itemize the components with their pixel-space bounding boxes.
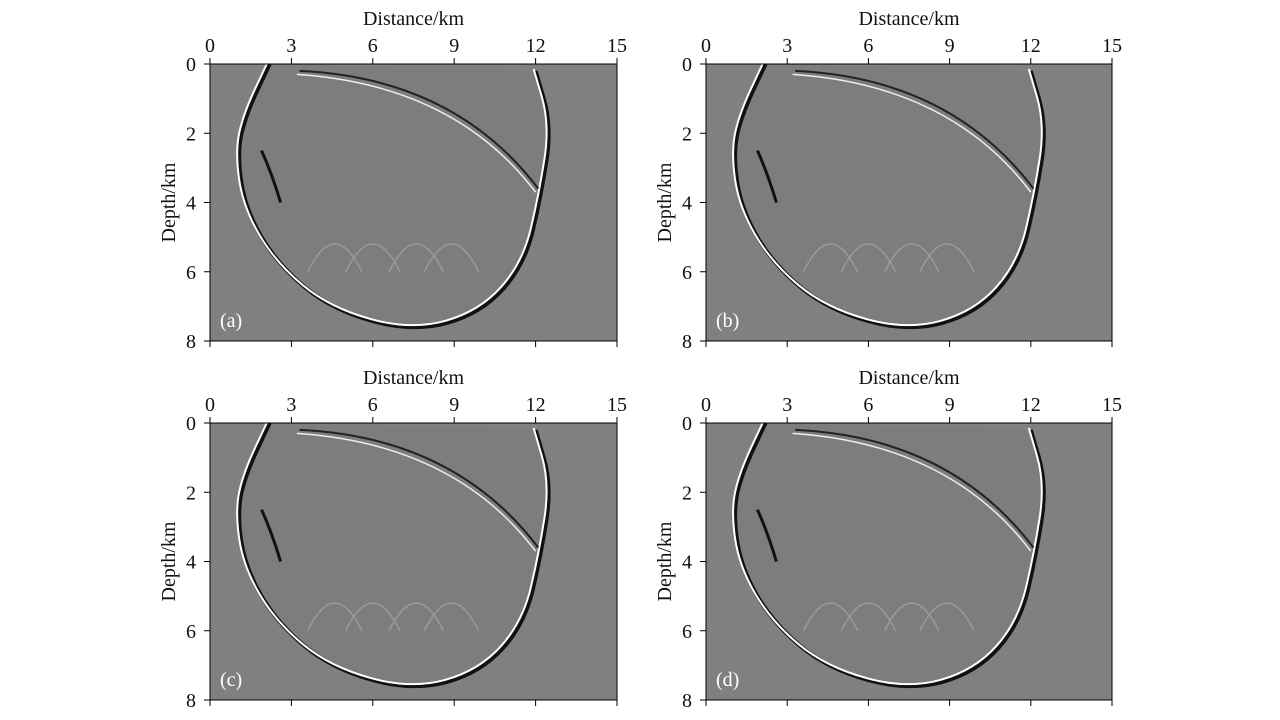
x-axis-label: Distance/km — [363, 8, 465, 30]
wavefront-inner — [299, 69, 540, 190]
wavefront-inner — [792, 432, 1032, 552]
diffraction-arc — [883, 602, 940, 632]
y-tick-label: 6 — [682, 262, 692, 284]
x-tick-label: 9 — [945, 394, 955, 416]
diffraction-arc — [883, 243, 940, 273]
x-tick-label: 12 — [1021, 394, 1041, 416]
panel-label: (c) — [220, 669, 242, 691]
diffraction-arc — [919, 243, 975, 273]
y-tick-label: 0 — [186, 54, 196, 76]
wavefront-inner — [296, 73, 537, 193]
x-tick-label: 3 — [286, 35, 296, 57]
x-tick-label: 3 — [286, 394, 296, 416]
y-tick-label: 6 — [186, 262, 196, 284]
y-tick-label: 2 — [682, 482, 692, 504]
y-tick-label: 4 — [682, 193, 692, 215]
panel: 0 3 6 9 12 15 0 2 4 6 8 Distance/km Depth/km (c) — [158, 367, 627, 712]
diffraction-arc — [802, 602, 859, 632]
diffraction-arc — [388, 243, 445, 273]
x-tick-label: 0 — [205, 35, 215, 57]
wavefront-highlight — [236, 420, 548, 686]
x-tick-label: 9 — [449, 35, 459, 57]
x-axis-label: Distance/km — [363, 367, 465, 389]
y-tick-label: 4 — [682, 552, 692, 574]
diffraction-arc — [423, 243, 480, 273]
x-tick-label: 6 — [863, 35, 873, 57]
x-tick-label: 6 — [368, 394, 378, 416]
panel-label: (d) — [716, 669, 739, 691]
diffraction-arc — [307, 602, 363, 632]
y-tick-label: 8 — [682, 690, 692, 712]
x-tick-label: 0 — [205, 394, 215, 416]
y-axis-label: Depth/km — [158, 162, 180, 242]
y-tick-label: 6 — [682, 621, 692, 643]
y-tick-label: 8 — [186, 331, 196, 353]
x-tick-label: 9 — [449, 394, 459, 416]
y-tick-label: 0 — [186, 413, 196, 435]
wavefront-highlight — [236, 61, 548, 327]
diffraction-arc — [307, 243, 363, 273]
x-tick-label: 3 — [782, 394, 792, 416]
wavefront-highlight — [732, 61, 1043, 327]
y-tick-label: 4 — [186, 193, 196, 215]
y-tick-label: 8 — [186, 690, 196, 712]
x-tick-label: 12 — [526, 394, 546, 416]
y-tick-label: 0 — [682, 54, 692, 76]
x-tick-label: 0 — [701, 35, 711, 57]
wavefront-streak — [756, 508, 778, 562]
y-axis-label: Depth/km — [654, 162, 676, 242]
y-axis-label: Depth/km — [654, 521, 676, 601]
x-tick-label: 15 — [607, 394, 627, 416]
x-tick-label: 3 — [782, 35, 792, 57]
y-tick-label: 4 — [186, 552, 196, 574]
x-tick-label: 15 — [1102, 394, 1122, 416]
y-axis-label: Depth/km — [158, 521, 180, 601]
diffraction-arc — [423, 602, 480, 632]
panel-label: (b) — [716, 310, 739, 332]
wavefront-streak — [756, 149, 778, 203]
y-tick-label: 2 — [186, 482, 196, 504]
x-tick-label: 12 — [1021, 35, 1041, 57]
wavefront-inner — [299, 428, 540, 549]
y-tick-label: 8 — [682, 331, 692, 353]
x-axis-label: Distance/km — [858, 8, 960, 30]
x-axis-label: Distance/km — [858, 367, 960, 389]
wavefront-streak — [260, 508, 282, 562]
y-tick-label: 6 — [186, 621, 196, 643]
y-tick-label: 2 — [186, 123, 196, 145]
panel: 0 3 6 9 12 15 0 2 4 6 8 Distance/km Depth/km (b) — [654, 8, 1122, 353]
wavefront-inner — [296, 432, 537, 552]
y-tick-label: 0 — [682, 413, 692, 435]
panel: 0 3 6 9 12 15 0 2 4 6 8 Distance/km Depth/km (d) — [654, 367, 1122, 712]
x-tick-label: 15 — [607, 35, 627, 57]
wavefront-streak — [260, 149, 282, 203]
x-tick-label: 6 — [368, 35, 378, 57]
x-tick-label: 12 — [526, 35, 546, 57]
x-tick-label: 9 — [945, 35, 955, 57]
x-tick-label: 0 — [701, 394, 711, 416]
diffraction-arc — [388, 602, 445, 632]
y-tick-label: 2 — [682, 123, 692, 145]
x-tick-label: 15 — [1102, 35, 1122, 57]
wavefront-inner — [795, 69, 1035, 190]
diffraction-arc — [919, 602, 975, 632]
wavefront-inner — [792, 73, 1032, 193]
diffraction-arc — [802, 243, 859, 273]
panel-label: (a) — [220, 310, 242, 332]
panel: 0 3 6 9 12 15 0 2 4 6 8 Distance/km Depth/km (a) — [158, 8, 627, 353]
wavefront-highlight — [732, 420, 1043, 686]
wavefront-inner — [795, 428, 1035, 549]
x-tick-label: 6 — [863, 394, 873, 416]
